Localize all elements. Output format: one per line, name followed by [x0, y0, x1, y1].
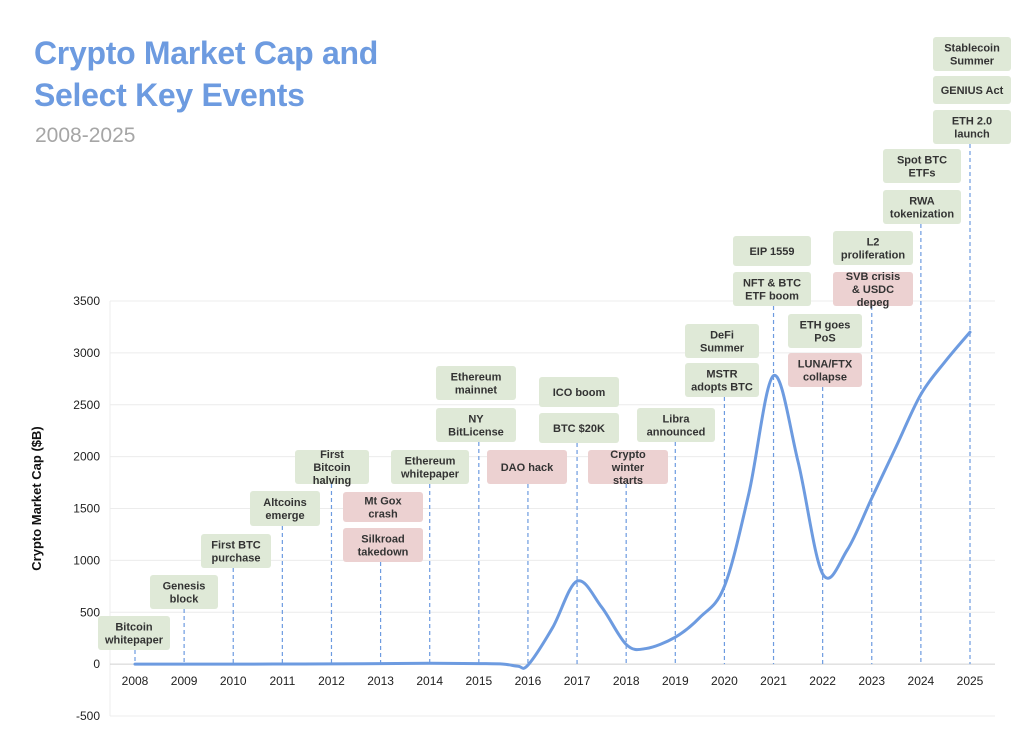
x-tick-label: 2025 [957, 674, 984, 688]
event-label-text: SVB crisis & USDC depeg [846, 271, 900, 309]
y-tick-label: 0 [93, 657, 100, 671]
event-label-negative: SVB crisis & USDC depeg [833, 271, 913, 309]
x-tick-label: 2019 [662, 674, 689, 688]
event-label-positive: MSTR adopts BTC [685, 363, 759, 397]
x-tick-label: 2023 [858, 674, 885, 688]
event-label-text: Crypto winter starts [610, 449, 646, 487]
event-label-text: NFT & BTC ETF boom [743, 278, 801, 303]
event-label-negative: Mt Gox crash [343, 492, 423, 522]
line-layer [133, 330, 972, 670]
market-cap-line [133, 330, 972, 670]
x-tick-label: 2024 [908, 674, 935, 688]
event-label-positive: Ethereum mainnet [436, 366, 516, 400]
event-label-text: First Bitcoin halving [313, 449, 352, 487]
event-label-text: BTC $20K [553, 423, 605, 435]
event-label-positive: Spot BTC ETFs [883, 149, 961, 183]
event-label-text: Ethereum whitepaper [400, 456, 460, 481]
y-tick-label: 2500 [73, 398, 100, 412]
x-tick-label: 2013 [367, 674, 394, 688]
event-label-positive: NFT & BTC ETF boom [733, 272, 811, 306]
event-label-text: Ethereum mainnet [451, 372, 502, 397]
event-label-text: ETH goes PoS [800, 320, 851, 345]
event-label-text: LUNA/FTX collapse [798, 359, 853, 384]
event-label-text: Altcoins emerge [263, 497, 306, 522]
connector-layer [134, 144, 971, 665]
event-label-text: Libra announced [647, 414, 706, 439]
event-label-text: DeFi Summer [700, 330, 745, 355]
event-label-text: DAO hack [501, 462, 554, 474]
x-tick-label: 2009 [171, 674, 198, 688]
x-tick-label: 2020 [711, 674, 738, 688]
event-label-text: Genesis block [163, 581, 206, 606]
event-label-negative: DAO hack [487, 450, 567, 484]
event-label-positive: First BTC purchase [201, 534, 271, 568]
event-label-positive: ICO boom [539, 377, 619, 407]
event-label-positive: EIP 1559 [733, 236, 811, 266]
y-tick-label: 1500 [73, 502, 100, 516]
event-label-text: Spot BTC ETFs [897, 155, 947, 180]
event-label-positive: GENIUS Act [933, 76, 1011, 104]
event-label-positive: Altcoins emerge [250, 491, 320, 526]
event-label-text: First BTC purchase [211, 540, 261, 565]
y-tick-label: 2000 [73, 450, 100, 464]
event-label-text: EIP 1559 [749, 246, 794, 258]
chart-title: Crypto Market Cap and Select Key Events [34, 35, 378, 113]
x-tick-label: 2012 [318, 674, 345, 688]
axis-layer: -500 0 500 1000 1500 2000 2500 3000 3500 2008 2009… [29, 294, 995, 723]
event-label-text: GENIUS Act [941, 85, 1004, 97]
y-tick-label: -500 [76, 709, 100, 723]
event-label-positive: Libra announced [637, 408, 715, 442]
event-label-text: L2 proliferation [841, 237, 905, 262]
event-label-negative: LUNA/FTX collapse [788, 353, 862, 387]
chart-subtitle: 2008-2025 [35, 124, 136, 147]
x-tick-label: 2008 [122, 674, 149, 688]
event-label-text: RWA tokenization [890, 196, 954, 221]
x-tick-label: 2018 [613, 674, 640, 688]
x-tick-label: 2021 [760, 674, 787, 688]
event-label-text: Bitcoin whitepaper [104, 622, 164, 647]
x-tick-label: 2011 [269, 674, 295, 688]
event-label-positive: Genesis block [150, 575, 218, 609]
event-label-positive: ETH goes PoS [788, 314, 862, 348]
event-label-positive: Bitcoin whitepaper [98, 616, 170, 650]
x-tick-label: 2022 [809, 674, 836, 688]
x-tick-label: 2017 [564, 674, 591, 688]
event-label-positive: RWA tokenization [883, 190, 961, 224]
y-tick-label: 3500 [73, 294, 100, 308]
event-label-positive: BTC $20K [539, 413, 619, 443]
event-label-text: ICO boom [553, 387, 606, 399]
y-tick-label: 3000 [73, 346, 100, 360]
event-label-positive: Ethereum whitepaper [391, 450, 469, 484]
event-label-text: MSTR adopts BTC [691, 369, 753, 394]
x-tick-label: 2010 [220, 674, 247, 688]
event-label-text: Mt Gox crash [364, 496, 402, 521]
event-label-positive: DeFi Summer [685, 324, 759, 358]
y-axis-title: Crypto Market Cap ($B) [29, 426, 44, 570]
event-label-positive: ETH 2.0 launch [933, 110, 1011, 144]
event-label-negative: Crypto winter starts [588, 449, 668, 487]
x-tick-label: 2014 [416, 674, 443, 688]
event-label-text: Stablecoin Summer [944, 43, 1000, 68]
event-label-text: NY BitLicense [448, 414, 504, 439]
event-label-positive: Stablecoin Summer [933, 37, 1011, 71]
event-label-negative: Silkroad takedown [343, 528, 423, 562]
grid-layer [110, 300, 995, 717]
y-tick-label: 1000 [73, 553, 100, 567]
x-tick-label: 2015 [465, 674, 492, 688]
event-label-text: ETH 2.0 launch [952, 116, 992, 141]
x-tick-label: 2016 [515, 674, 542, 688]
event-label-text: Silkroad takedown [358, 534, 409, 559]
y-tick-label: 500 [80, 605, 100, 619]
event-label-positive: First Bitcoin halving [295, 449, 369, 487]
event-label-positive: L2 proliferation [833, 231, 913, 265]
event-label-positive: NY BitLicense [436, 408, 516, 442]
